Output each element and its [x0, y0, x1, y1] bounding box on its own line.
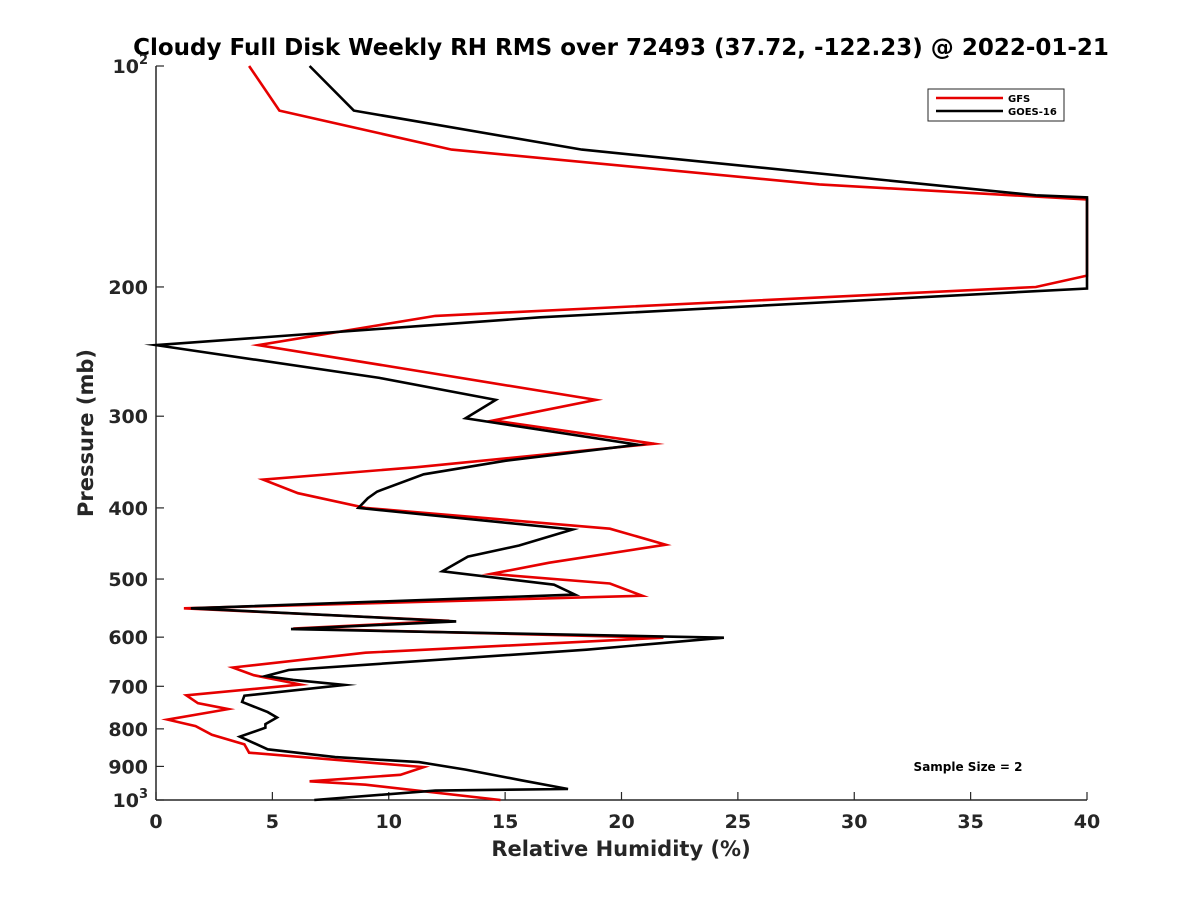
x-tick-label: 30: [841, 811, 867, 833]
x-tick-label: 5: [266, 811, 279, 833]
x-tick-label: 20: [608, 811, 634, 833]
y-tick-label-text: 700: [108, 676, 148, 698]
x-axis-label: Relative Humidity (%): [491, 837, 750, 861]
y-tick-label: 200: [108, 277, 148, 299]
y-tick-label-text: 10: [113, 790, 139, 812]
y-tick-label-exponent: 2: [139, 53, 148, 68]
x-tick-label: 25: [725, 811, 751, 833]
series-line-gfs: [161, 65, 1089, 802]
x-tick-label: 15: [492, 811, 518, 833]
y-tick-label-text: 300: [108, 406, 148, 428]
y-tick-label-text: 400: [108, 498, 148, 520]
y-tick-label: 900: [108, 756, 148, 778]
y-tick-label: 103: [113, 787, 149, 812]
y-tick-label-text: 800: [108, 719, 148, 741]
y-tick-label: 800: [108, 719, 148, 741]
x-axis-ticks: 0 5 10 15 20 25 30 35 40: [149, 792, 1100, 833]
y-tick-label: 102: [113, 53, 149, 78]
y-tick-label: 300: [108, 406, 148, 428]
y-tick-label-text: 500: [108, 569, 148, 591]
y-tick-label-text: 10: [113, 56, 139, 78]
legend-label-gfs: GFS: [1008, 94, 1030, 105]
x-tick-label: 35: [957, 811, 983, 833]
x-tick-label: 40: [1074, 811, 1100, 833]
y-tick-label-text: 600: [108, 627, 148, 649]
y-axis-label: Pressure (mb): [74, 349, 98, 517]
y-tick-label-text: 900: [108, 756, 148, 778]
legend-box: [927, 88, 1065, 122]
y-tick-label: 600: [108, 627, 148, 649]
sample-size-annotation: Sample Size = 2: [914, 760, 1023, 774]
series-lines: [144, 65, 1089, 802]
y-tick-label-exponent: 3: [139, 787, 148, 802]
legend: GFS GOES-16: [927, 88, 1065, 122]
legend-label-goes-16: GOES-16: [1008, 107, 1057, 118]
y-tick-label: 500: [108, 569, 148, 591]
x-tick-label: 10: [376, 811, 402, 833]
y-tick-label: 400: [108, 498, 148, 520]
y-tick-label-text: 200: [108, 277, 148, 299]
chart-title: Cloudy Full Disk Weekly RH RMS over 7249…: [133, 35, 1109, 61]
x-tick-label: 0: [149, 811, 162, 833]
y-tick-label: 700: [108, 676, 148, 698]
series-line-goes-16: [144, 65, 1089, 802]
